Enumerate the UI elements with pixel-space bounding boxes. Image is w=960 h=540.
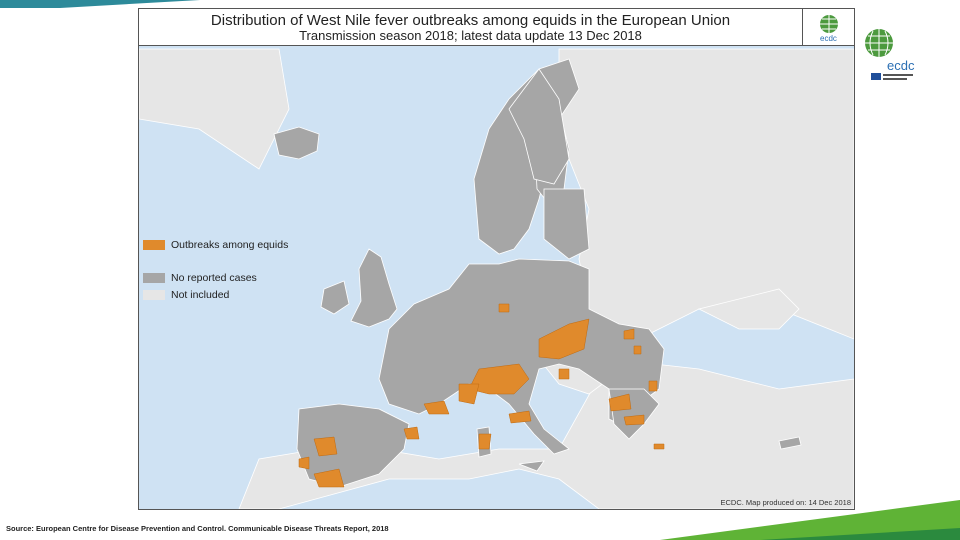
map-credit: ECDC. Map produced on: 14 Dec 2018	[720, 498, 852, 507]
map-title-box: Distribution of West Nile fever outbreak…	[139, 9, 802, 46]
legend-swatch-no-cases	[143, 273, 165, 284]
top-accent-bar	[0, 0, 200, 8]
map-subtitle: Transmission season 2018; latest data up…	[299, 28, 642, 43]
bottom-accent-bar	[600, 500, 960, 540]
source-citation: Source: European Centre for Disease Prev…	[6, 524, 389, 533]
globe-icon: ecdc	[820, 15, 838, 43]
legend-label-outbreaks: Outbreaks among equids	[171, 239, 289, 251]
map-canvas	[139, 9, 854, 509]
svg-text:ecdc: ecdc	[820, 34, 837, 43]
legend-item-outbreaks: Outbreaks among equids	[143, 239, 288, 251]
legend-label-no-cases: No reported cases	[171, 272, 257, 284]
map-figure: Distribution of West Nile fever outbreak…	[138, 8, 855, 510]
legend-item-not-included: Not included	[143, 289, 229, 301]
ecdc-logo-small: ecdc	[802, 9, 854, 46]
outbreak-areas	[298, 303, 665, 488]
legend-swatch-outbreaks	[143, 240, 165, 251]
logo-text: ecdc	[887, 58, 915, 73]
legend-label-not-included: Not included	[171, 289, 230, 301]
globe-logo-icon: ecdc	[865, 29, 915, 80]
map-title: Distribution of West Nile fever outbreak…	[210, 12, 731, 29]
legend-swatch-not-included	[143, 290, 165, 301]
ecdc-logo: ecdc	[857, 26, 921, 84]
legend-item-no-cases: No reported cases	[143, 272, 257, 284]
